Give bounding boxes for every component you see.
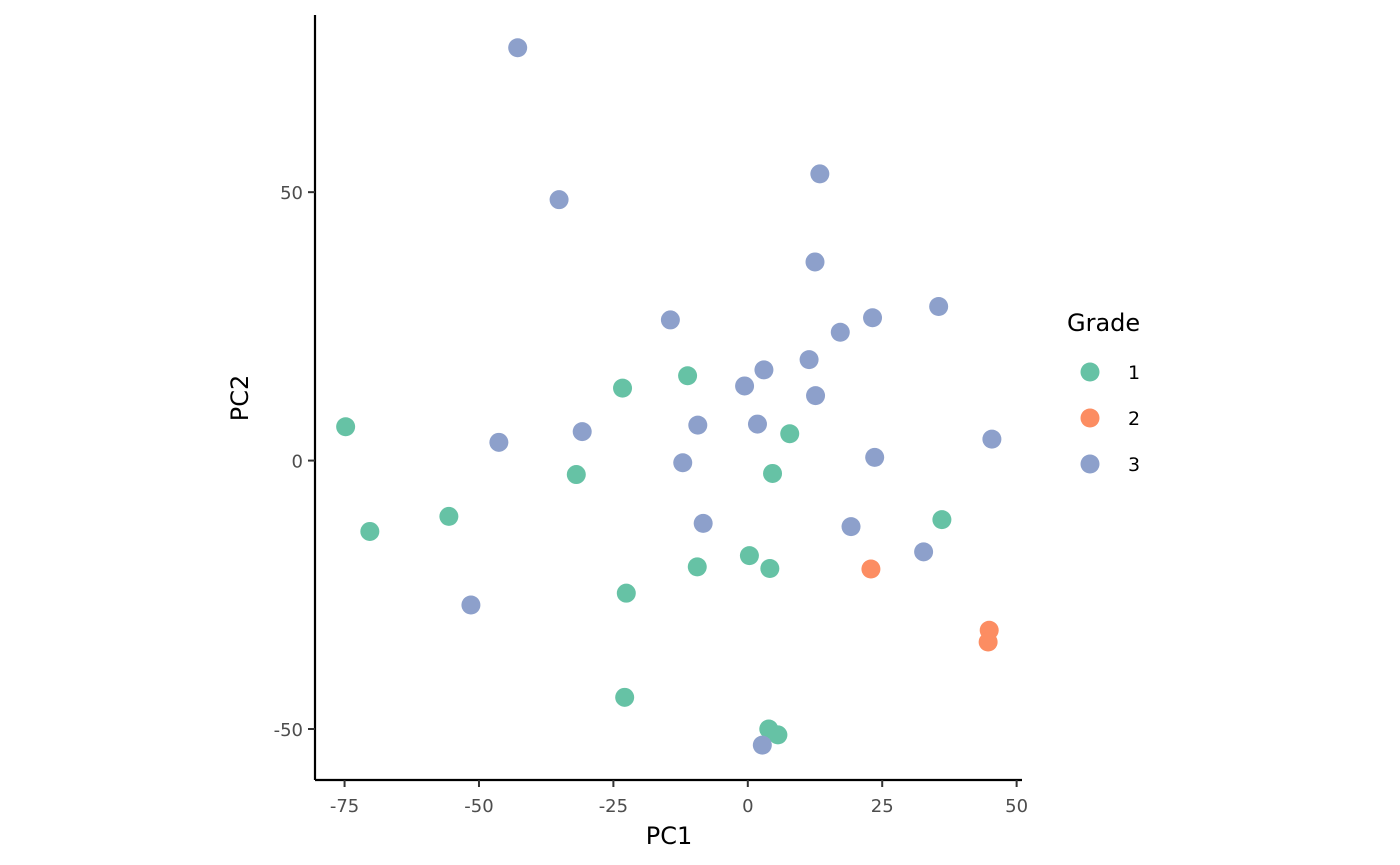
data-point-grade-3 [982,429,1002,449]
data-point-grade-3 [810,164,830,184]
data-point-grade-3 [747,414,767,434]
data-point-grade-3 [693,513,713,533]
x-tick-label: 25 [871,796,894,817]
data-point-grade-3 [841,517,861,537]
data-point-grade-3 [830,322,850,342]
x-tick-label: -50 [464,796,493,817]
data-point-grade-3 [865,447,885,467]
data-point-grade-3 [863,308,883,328]
data-point-grade-1 [678,366,698,386]
legend-title: Grade [1067,309,1140,337]
data-point-grade-1 [780,424,800,444]
data-point-grade-3 [549,190,569,210]
data-point-grade-1 [739,546,759,566]
x-axis-title: PC1 [646,822,693,850]
data-point-grade-1 [439,506,459,526]
data-point-grade-1 [616,583,636,603]
data-point-grade-1 [687,557,707,577]
x-tick-label: -75 [330,796,359,817]
y-axis-ticks: -50 0 50 [274,183,315,741]
x-tick-label: 50 [1005,796,1028,817]
data-point-grade-3 [489,432,509,452]
legend-key-1 [1080,362,1100,382]
y-axis-title: PC2 [226,375,254,422]
data-point-grade-1 [360,521,380,541]
data-point-grade-3 [688,415,708,435]
legend-key-2 [1080,408,1100,428]
data-point-grade-3 [805,252,825,272]
legend-label-1: 1 [1128,362,1140,384]
data-point-grade-2 [978,632,998,652]
data-point-grade-1 [566,465,586,485]
data-point-grade-3 [754,360,774,380]
data-point-grade-1 [613,378,633,398]
data-point-grade-1 [932,510,952,530]
data-point-grade-3 [508,38,528,58]
data-point-grade-3 [929,297,949,317]
y-tick-label: 50 [280,183,303,204]
data-point-grade-2 [861,559,881,579]
y-tick-label: 0 [292,452,303,473]
data-point-grade-3 [752,735,772,755]
legend-key-3 [1080,454,1100,474]
points-layer [336,38,1002,755]
data-point-grade-1 [760,558,780,578]
legend-entries: 1 2 3 [1080,362,1140,476]
data-point-grade-1 [768,725,788,745]
data-point-grade-3 [799,350,819,370]
data-point-grade-3 [660,310,680,330]
data-point-grade-1 [336,417,356,437]
x-tick-label: -25 [599,796,628,817]
y-tick-label: -50 [274,720,303,741]
data-point-grade-1 [615,687,635,707]
data-point-grade-3 [806,386,826,406]
data-point-grade-3 [735,376,755,396]
x-axis-ticks: -75 -50 -25 0 25 50 [330,780,1028,817]
legend-label-2: 2 [1128,408,1140,430]
data-point-grade-1 [763,463,783,483]
legend: Grade 1 2 3 [1067,309,1140,476]
data-point-grade-3 [673,453,693,473]
data-point-grade-3 [461,595,481,615]
legend-label-3: 3 [1128,454,1140,476]
x-tick-label: 0 [742,796,753,817]
data-point-grade-3 [572,422,592,442]
data-point-grade-3 [914,542,934,562]
